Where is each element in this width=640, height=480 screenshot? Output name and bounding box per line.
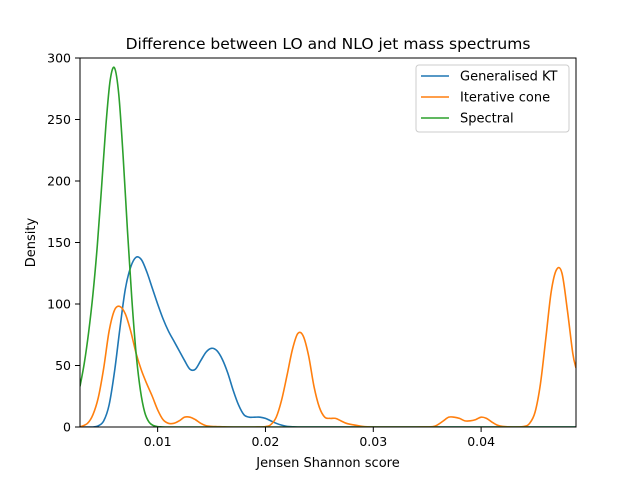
x-tick-label: 0.04 xyxy=(467,434,495,449)
series-layer xyxy=(80,66,576,427)
y-axis-label: Density xyxy=(24,217,39,267)
legend-label-generalised-kt: Generalised KT xyxy=(460,70,558,85)
chart-title: Difference between LO and NLO jet mass s… xyxy=(126,35,531,53)
y-tick-label: 200 xyxy=(47,174,71,189)
series-line-generalised-kt xyxy=(80,255,576,427)
x-axis: 0.01 0.02 0.03 0.04 xyxy=(144,427,495,449)
y-tick-label: 0 xyxy=(63,420,71,435)
x-axis-label: Jensen Shannon score xyxy=(255,456,399,471)
y-axis: 0 50 100 150 200 250 300 xyxy=(47,51,80,435)
y-tick-label: 150 xyxy=(47,235,71,250)
legend-label-iterative-cone: Iterative cone xyxy=(460,91,550,106)
x-tick-label: 0.03 xyxy=(359,434,387,449)
series-line-spectral xyxy=(80,66,576,427)
y-tick-label: 50 xyxy=(55,358,71,373)
y-tick-label: 300 xyxy=(47,51,71,66)
y-tick-label: 250 xyxy=(47,112,71,127)
legend-label-spectral: Spectral xyxy=(460,112,514,127)
legend-items: Generalised KT Iterative cone Spectral xyxy=(421,70,558,127)
x-tick-label: 0.02 xyxy=(252,434,280,449)
series-line-iterative-cone xyxy=(80,266,576,427)
legend-frame xyxy=(415,64,570,133)
x-tick-label: 0.01 xyxy=(144,434,172,449)
y-tick-label: 100 xyxy=(47,297,71,312)
legend: Generalised KT Iterative cone Spectral xyxy=(415,64,570,133)
